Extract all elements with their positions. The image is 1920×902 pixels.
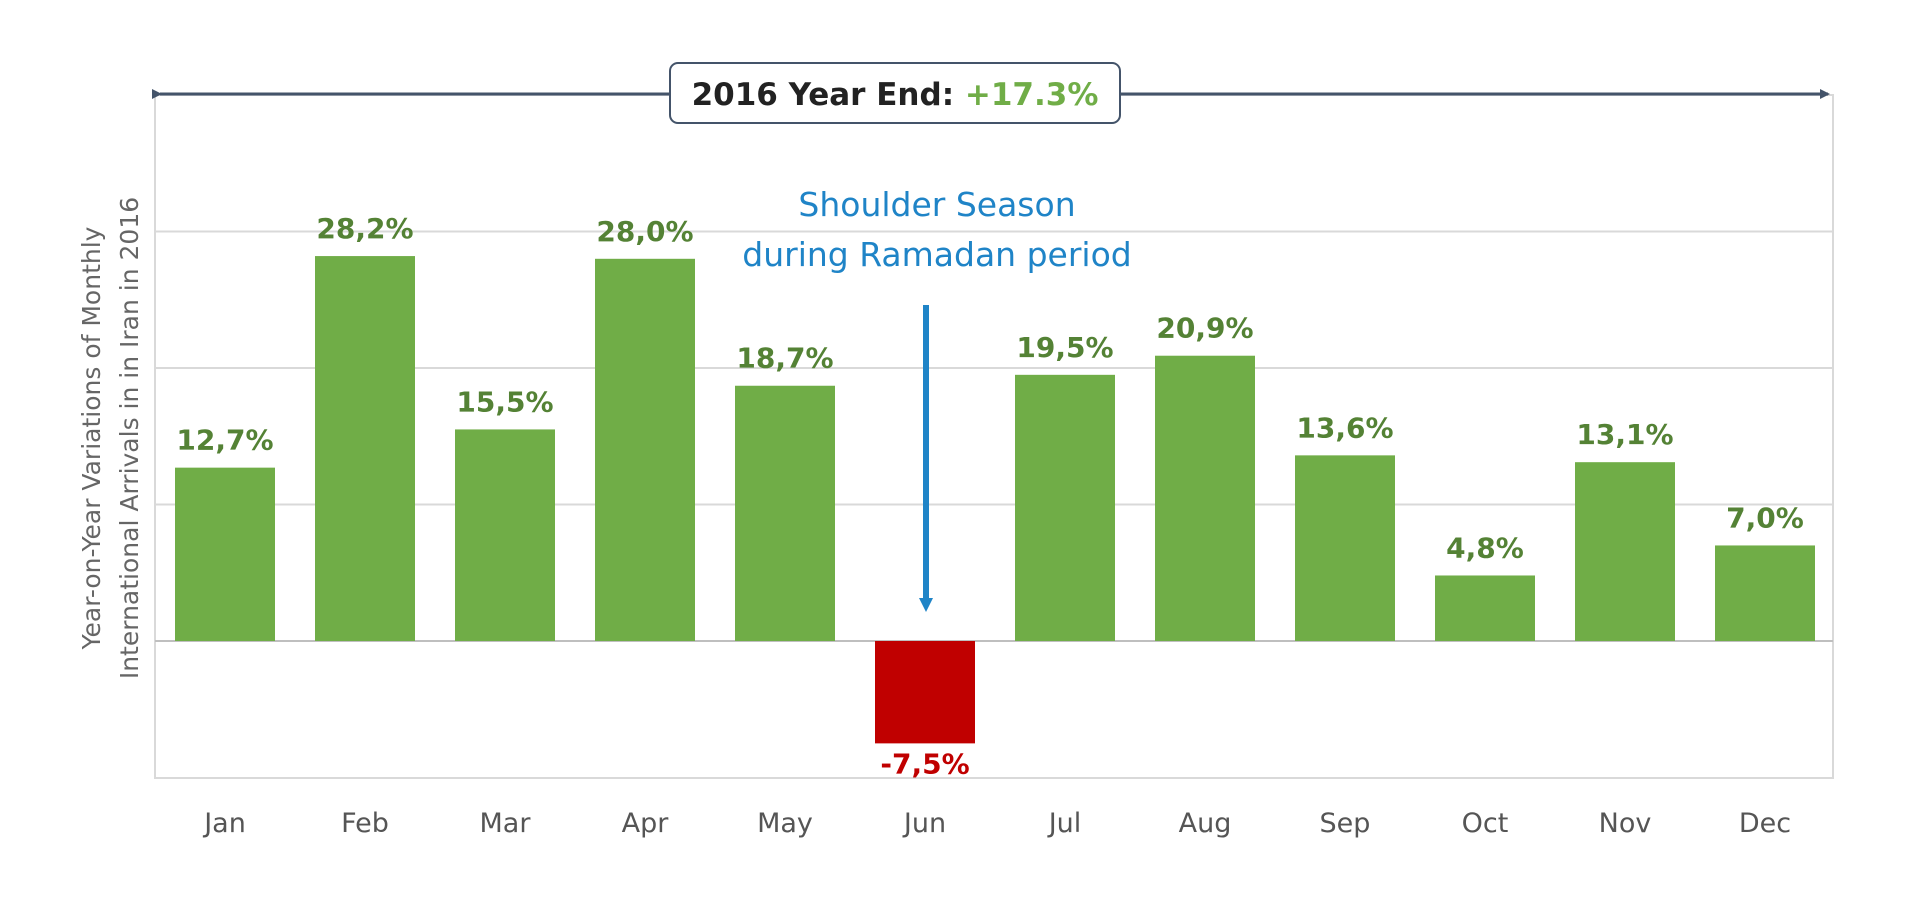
x-tick-sep: Sep — [1320, 808, 1371, 839]
value-label-nov: 13,1% — [1576, 418, 1673, 451]
x-tick-oct: Oct — [1462, 808, 1509, 839]
bar-aug — [1155, 355, 1255, 641]
x-tick-labels: Jan Feb Mar Apr May Jun Jul Aug Sep Oct Nov Dec — [202, 808, 1791, 839]
value-label-may: 18,7% — [736, 342, 833, 375]
value-label-jul: 19,5% — [1016, 331, 1113, 364]
x-tick-aug: Aug — [1179, 808, 1232, 839]
y-axis-label: Year-on-Year Variations of Monthly Inter… — [77, 197, 144, 679]
x-tick-mar: Mar — [480, 808, 532, 839]
x-tick-apr: Apr — [622, 808, 670, 839]
value-label-dec: 7,0% — [1726, 501, 1804, 534]
bar-jan — [175, 467, 275, 641]
x-tick-feb: Feb — [341, 808, 389, 839]
value-label-jun: -7,5% — [880, 747, 969, 780]
bar-jun — [875, 641, 975, 744]
bar-jul — [1015, 374, 1115, 641]
y-axis-label-line1: Year-on-Year Variations of Monthly — [77, 226, 106, 650]
x-tick-jul: Jul — [1047, 808, 1082, 839]
bar-apr — [595, 258, 695, 641]
year-end-box — [669, 62, 1121, 124]
y-axis-label-line2: International Arrivals in in Iran in 201… — [115, 197, 144, 679]
value-label-feb: 28,2% — [316, 212, 413, 245]
year-end-value: +17.3% — [965, 77, 1099, 113]
gridlines — [155, 230, 1833, 642]
bars — [175, 256, 1815, 744]
bar-mar — [455, 429, 555, 641]
value-label-sep: 13,6% — [1296, 411, 1393, 444]
annotation-line1: Shoulder Season — [798, 185, 1075, 224]
x-tick-may: May — [757, 808, 813, 839]
bar-sep — [1295, 455, 1395, 641]
year-end-text: 2016 Year End: +17.3% — [692, 77, 1099, 113]
value-labels: 12,7% 28,2% 15,5% 28,0% 18,7% -7,5% 19,5% 20,9%… — [176, 212, 1803, 780]
bar-dec — [1715, 545, 1815, 641]
value-label-mar: 15,5% — [456, 385, 553, 418]
bar-nov — [1575, 462, 1675, 641]
x-tick-nov: Nov — [1599, 808, 1652, 839]
value-label-oct: 4,8% — [1446, 531, 1524, 564]
annotation-line2: during Ramadan period — [742, 235, 1131, 274]
x-tick-dec: Dec — [1739, 808, 1791, 839]
value-label-apr: 28,0% — [596, 215, 693, 248]
bar-may — [735, 385, 835, 641]
value-label-jan: 12,7% — [176, 424, 273, 457]
bar-feb — [315, 256, 415, 641]
x-tick-jan: Jan — [202, 808, 246, 839]
x-tick-jun: Jun — [902, 808, 946, 839]
bar-oct — [1435, 575, 1535, 641]
value-label-aug: 20,9% — [1156, 312, 1253, 345]
year-end-label: 2016 Year End: — [692, 77, 965, 113]
